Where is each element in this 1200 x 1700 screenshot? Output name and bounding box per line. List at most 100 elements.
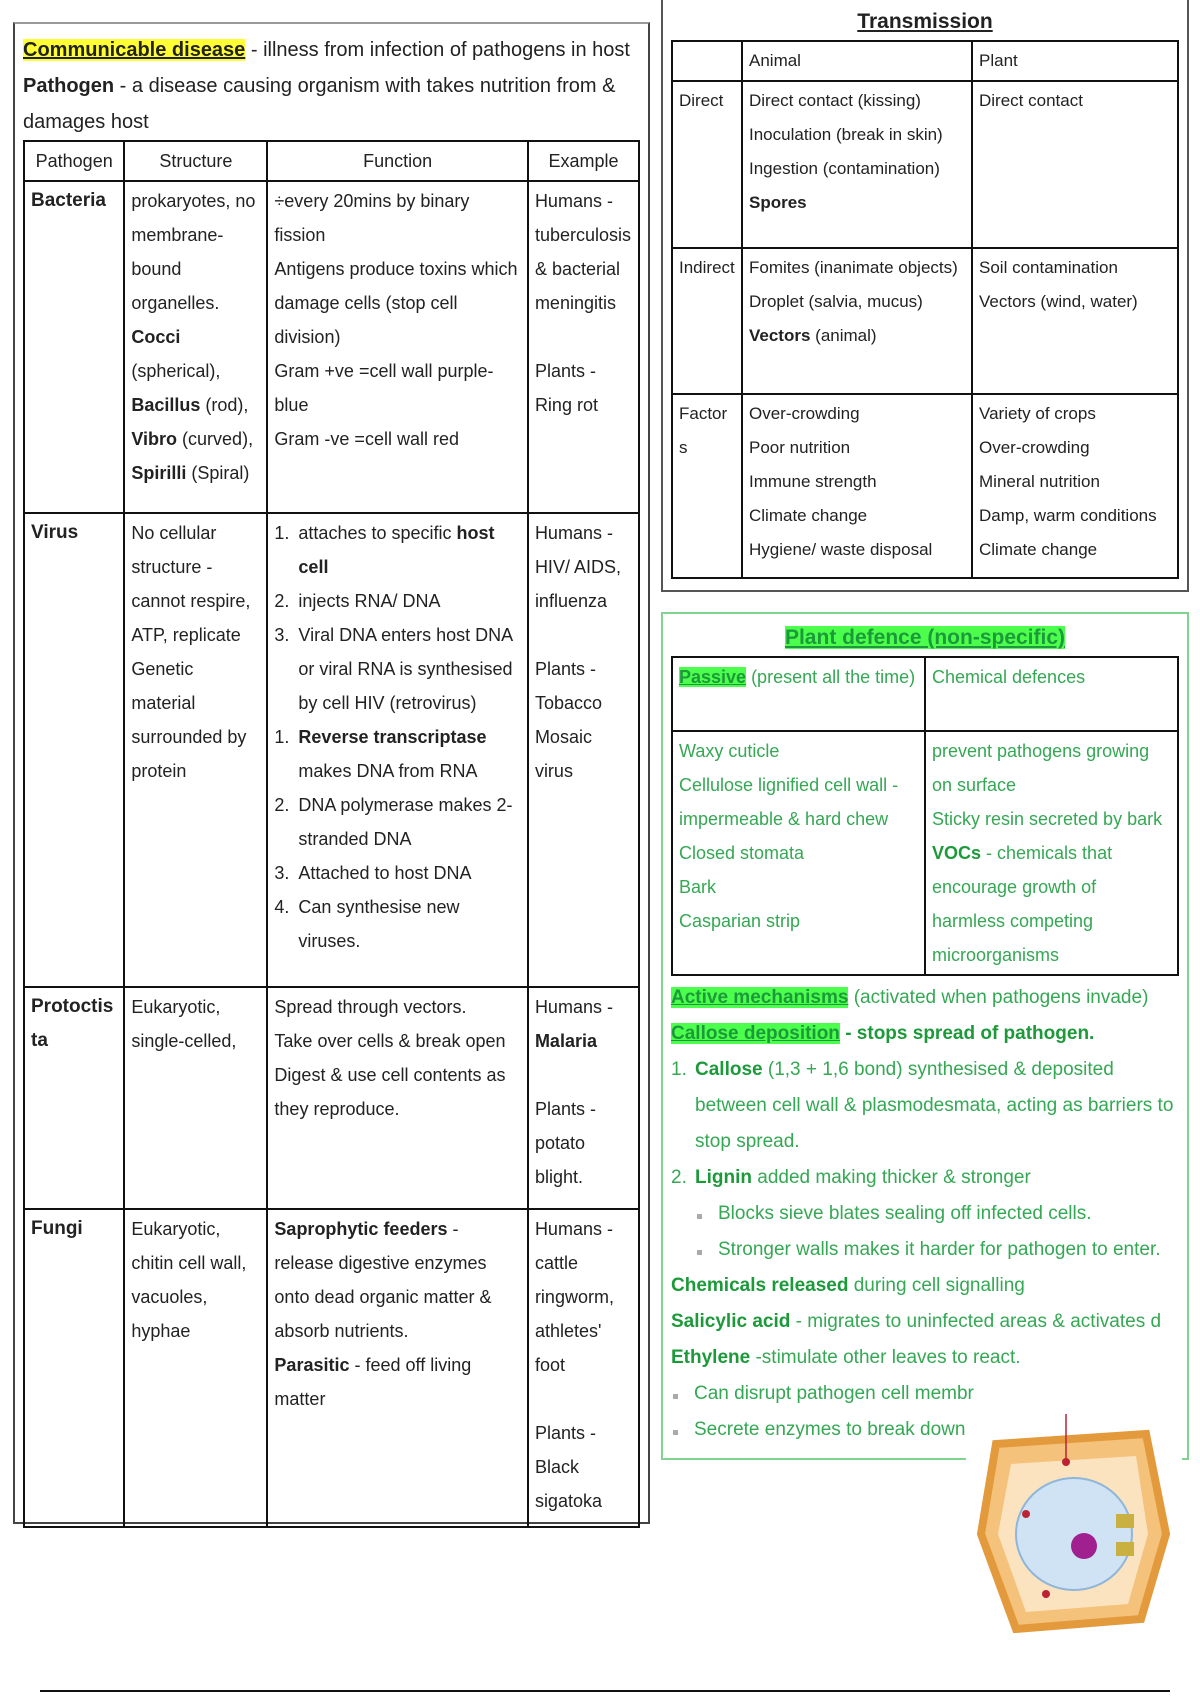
example-cell: Humans - cattle ringworm, athletes' foot…: [526, 1208, 641, 1528]
text: Humans - HIV/ AIDS, influenza: [534, 523, 621, 611]
example-cell: Humans - HIV/ AIDS, influenza Plants - To…: [526, 512, 641, 988]
column-header: Example: [526, 140, 641, 182]
text: Sticky resin secreted by bark: [932, 809, 1163, 829]
pathogen-row: Bacteria prokaryotes, no membrane-bound o…: [22, 180, 641, 514]
text: Climate change: [979, 540, 1098, 559]
line: VOCs - chemicals that encourage growth o…: [932, 836, 1171, 972]
line: Sticky resin secreted by bark: [932, 802, 1171, 836]
text: No cellular structure - cannot respire, …: [131, 523, 251, 645]
text: Genetic material surrounded by protein: [131, 659, 247, 781]
text: (present all the time): [746, 667, 916, 687]
numbered-item: 2. injects RNA/ DNA: [274, 584, 521, 618]
item-text: Callose (1,3 + 1,6 bond) synthesised & d…: [695, 1052, 1179, 1160]
line: prevent pathogens growing on surface: [932, 734, 1171, 802]
line: Closed stomata: [679, 836, 918, 870]
highlight-text: Communicable disease: [23, 39, 246, 61]
function-cell: Spread through vectors. Take over cells &…: [266, 986, 529, 1210]
bold-text: Malaria: [534, 1031, 597, 1051]
line: prokaryotes, no membrane-bound organelle…: [131, 184, 260, 320]
text: - migrates to uninfected areas & activat…: [790, 1311, 1162, 1332]
text: Stronger walls makes it harder for patho…: [718, 1239, 1161, 1260]
text: Plants - Black sigatoka: [534, 1423, 602, 1511]
line: Bacillus (rod),: [131, 388, 260, 422]
line: Spirilli (Spiral): [131, 456, 260, 490]
defence-title: Plant defence (non-specific): [671, 620, 1179, 656]
text: Immune strength: [749, 472, 877, 491]
bold-text: Cocci: [131, 327, 181, 347]
transmission-row: Direct Direct contact (kissing) Inoculatio…: [671, 80, 1179, 249]
item-text: Attached to host DNA: [298, 856, 471, 890]
bullet-item: Secrete enzymes to break down: [671, 1412, 1179, 1448]
bold-text: Callose: [695, 1059, 763, 1080]
numbered-item: 2. DNA polymerase makes 2-stranded DNA: [274, 788, 521, 856]
item-number: 2.: [671, 1167, 687, 1188]
line: Cellulose lignified cell wall - impermea…: [679, 768, 918, 836]
chemical-block: [1116, 1514, 1134, 1528]
bold-text: Bacillus: [131, 395, 201, 415]
bullet-text: Stronger walls makes it harder for patho…: [718, 1232, 1161, 1268]
line: Droplet (salvia, mucus): [749, 285, 965, 319]
text: - chemicals that encourage growth of har…: [932, 843, 1113, 965]
line: Variety of crops: [979, 397, 1171, 431]
numbered-item: 1. Reverse transcriptase makes DNA from R…: [274, 720, 521, 788]
line: Climate change: [979, 533, 1171, 567]
plant-cell: Soil contamination Vectors (wind, water): [971, 247, 1179, 395]
bullet-text: Secrete enzymes to break down: [694, 1412, 965, 1448]
line: Active mechanisms (activated when pathog…: [671, 980, 1179, 1016]
text: Damp, warm conditions: [979, 506, 1157, 525]
text: Can disrupt pathogen cell membr: [694, 1383, 974, 1404]
text: Blocks sieve blates sealing off infected…: [718, 1203, 1092, 1224]
structure-cell: Eukaryotic, chitin cell wall, vacuoles, …: [123, 1208, 269, 1528]
text: Gram +ve =cell wall purple-blue: [274, 361, 494, 415]
numbered-item: 1. attaches to specific host cell: [274, 516, 521, 584]
column-header: Plant: [971, 40, 1179, 82]
example-cell: Humans - Malaria Plants - potato blight.: [526, 986, 641, 1210]
bullet-item: Blocks sieve blates sealing off infected…: [671, 1196, 1179, 1232]
function-cell: ÷every 20mins by binary fission Antigens …: [266, 180, 529, 514]
bold-text: Saprophytic feeders: [274, 1219, 448, 1239]
text: (curved),: [177, 429, 254, 449]
line: Immune strength: [749, 465, 965, 499]
line: Plants - Tobacco Mosaic virus: [535, 652, 632, 788]
item-number: 3.: [274, 863, 290, 883]
text: Can synthesise new viruses.: [298, 897, 460, 951]
structure-cell: prokaryotes, no membrane-bound organelle…: [123, 180, 269, 514]
item-text: Viral DNA enters host DNA or viral RNA i…: [298, 618, 521, 720]
transmission-title: Transmission: [857, 10, 993, 33]
animal-cell: Direct contact (kissing) Inoculation (bre…: [741, 80, 973, 249]
text: -stimulate other leaves to react.: [750, 1347, 1021, 1368]
line: Spores: [749, 186, 965, 220]
text: Digest & use cell contents as they repro…: [274, 1065, 506, 1119]
bullet-mark: [673, 1394, 678, 1399]
text: injects RNA/ DNA: [298, 591, 441, 611]
column-header: Animal: [741, 40, 973, 82]
line: Direct contact: [979, 84, 1171, 118]
transmission-panel: Transmission Animal Plant Direct Direct con…: [661, 0, 1189, 592]
line: Antigens produce toxins which damage cel…: [274, 252, 521, 354]
line: Vectors (wind, water): [979, 285, 1171, 319]
bullet-item: Can disrupt pathogen cell membr: [671, 1376, 1179, 1412]
text: Droplet (salvia, mucus): [749, 292, 923, 311]
line: Humans - cattle ringworm, athletes' foot: [535, 1212, 632, 1382]
pathogen-row: Protoctista Eukaryotic, single-celled, Spr…: [22, 986, 641, 1210]
item-text: Can synthesise new viruses.: [298, 890, 521, 958]
text: Take over cells & break open: [274, 1031, 506, 1051]
chemical-block: [1116, 1542, 1134, 1556]
item-text: DNA polymerase makes 2-stranded DNA: [298, 788, 521, 856]
text: - a disease causing organism with takes …: [23, 75, 616, 133]
numbered-item: 3. Attached to host DNA: [274, 856, 521, 890]
bold-text: Lignin: [695, 1167, 752, 1188]
line: Take over cells & break open: [274, 1024, 521, 1058]
bullet-mark: [697, 1214, 702, 1219]
numbered-item: 4. Can synthesise new viruses.: [274, 890, 521, 958]
bold-text: Spirilli: [131, 463, 187, 483]
text: (rod),: [200, 395, 249, 415]
highlight-text: Active mechanisms: [671, 987, 849, 1008]
line: Parasitic - feed off living matter: [274, 1348, 521, 1416]
text: Direct contact (kissing): [749, 91, 921, 110]
example-cell: Humans - tuberculosis & bacterial mening…: [526, 180, 641, 514]
line: Eukaryotic, chitin cell wall, vacuoles, …: [131, 1212, 260, 1348]
definition: Communicable disease - illness from infe…: [23, 32, 640, 68]
text: Attached to host DNA: [298, 863, 472, 883]
header-row: Passive (present all the time) Chemical d…: [671, 656, 1179, 732]
